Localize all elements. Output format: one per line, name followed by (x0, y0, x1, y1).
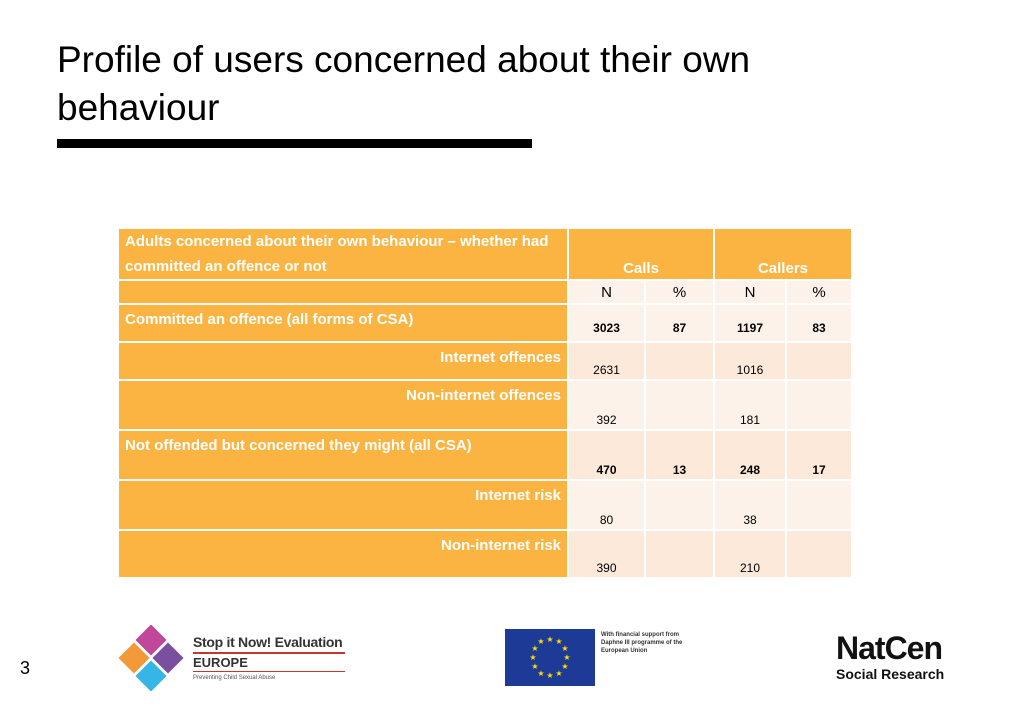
calls-pct (644, 529, 715, 579)
title-underline (57, 139, 532, 148)
stopitnow-title: Stop it Now! Evaluation (193, 634, 343, 650)
stopitnow-divider-2 (193, 671, 345, 672)
row-label: Internet risk (117, 479, 569, 531)
callers-pct (785, 529, 853, 579)
stopitnow-tagline: Preventing Child Sexual Abuse (193, 675, 276, 681)
slide-title: Profile of users concerned about their o… (57, 39, 751, 128)
natcen-logo: NatCen Social Research (836, 632, 956, 682)
row-label: Not offended but concerned they might (a… (117, 429, 569, 481)
subheader-callers-pct: % (785, 279, 853, 305)
natcen-subtitle: Social Research (836, 666, 945, 682)
calls-n: 2631 (566, 341, 647, 381)
callers-n: 38 (713, 479, 787, 531)
callers-n: 1016 (713, 341, 787, 381)
calls-n: 3023 (566, 303, 647, 343)
eu-funding-text: With financial support from Daphne III p… (601, 632, 683, 654)
row-label: Committed an offence (all forms of CSA) (117, 303, 569, 343)
callers-n: 1197 (713, 303, 787, 343)
svg-text:★: ★ (561, 644, 568, 653)
table-row: Non-internet risk 390 210 (117, 529, 853, 579)
table-row: Internet offences 2631 1016 (117, 341, 853, 381)
calls-n: 392 (566, 379, 647, 431)
calls-pct: 87 (644, 303, 715, 343)
callers-n: 181 (713, 379, 787, 431)
data-table: Adults concerned about their own behavio… (117, 227, 853, 579)
callers-pct (785, 341, 853, 381)
subheader-callers-n: N (713, 279, 787, 305)
eu-stars-icon: ★ ★ ★ ★ ★ ★ ★ ★ ★ ★ ★ ★ (529, 635, 570, 680)
table-row: Not offended but concerned they might (a… (117, 429, 853, 481)
svg-text:★: ★ (529, 653, 536, 662)
row-label: Non-internet risk (117, 529, 569, 579)
callers-pct (785, 379, 853, 431)
eu-flag: ★ ★ ★ ★ ★ ★ ★ ★ ★ ★ ★ ★ (505, 629, 595, 686)
row-label: Non-internet offences (117, 379, 569, 431)
svg-text:★: ★ (555, 637, 562, 646)
svg-text:★: ★ (546, 635, 553, 644)
svg-text:★: ★ (546, 671, 553, 680)
subheader-calls-pct: % (644, 279, 715, 305)
table-row: Non-internet offences 392 181 (117, 379, 853, 431)
calls-pct (644, 479, 715, 531)
calls-n: 470 (566, 429, 647, 481)
callers-header: Callers (713, 227, 853, 281)
callers-n: 210 (713, 529, 787, 579)
callers-pct (785, 479, 853, 531)
callers-n: 248 (713, 429, 787, 481)
calls-n: 80 (566, 479, 647, 531)
svg-text:★: ★ (555, 669, 562, 678)
callers-pct: 83 (785, 303, 853, 343)
page-number: 3 (20, 658, 31, 678)
calls-pct: 13 (644, 429, 715, 481)
calls-pct (644, 341, 715, 381)
calls-pct (644, 379, 715, 431)
row-label: Internet offences (117, 341, 569, 381)
natcen-name: NatCen (836, 630, 943, 666)
table-row: Committed an offence (all forms of CSA) … (117, 303, 853, 343)
svg-text:★: ★ (531, 644, 538, 653)
callers-pct: 17 (785, 429, 853, 481)
header-label: Adults concerned about their own behavio… (125, 233, 549, 275)
stopitnow-logo: Stop it Now! Evaluation EUROPE Preventin… (113, 624, 353, 692)
stopitnow-divider (193, 652, 345, 654)
svg-text:★: ★ (537, 637, 544, 646)
table-header-row: Adults concerned about their own behavio… (117, 227, 853, 281)
callers-label: Callers (757, 260, 809, 277)
header-label-cell: Adults concerned about their own behavio… (117, 227, 569, 281)
stopitnow-europe: EUROPE (193, 655, 248, 670)
svg-text:★: ★ (563, 653, 570, 662)
subheader-row: N % N % (117, 279, 853, 305)
svg-text:★: ★ (561, 662, 568, 671)
svg-text:★: ★ (537, 669, 544, 678)
subheader-calls-n: N (566, 279, 647, 305)
calls-label: Calls (623, 260, 659, 277)
subheader-blank (117, 279, 569, 305)
table-row: Internet risk 80 38 (117, 479, 853, 531)
calls-header: Calls (567, 227, 715, 281)
puzzle-icon (118, 624, 184, 692)
calls-n: 390 (566, 529, 647, 579)
svg-text:★: ★ (531, 662, 538, 671)
